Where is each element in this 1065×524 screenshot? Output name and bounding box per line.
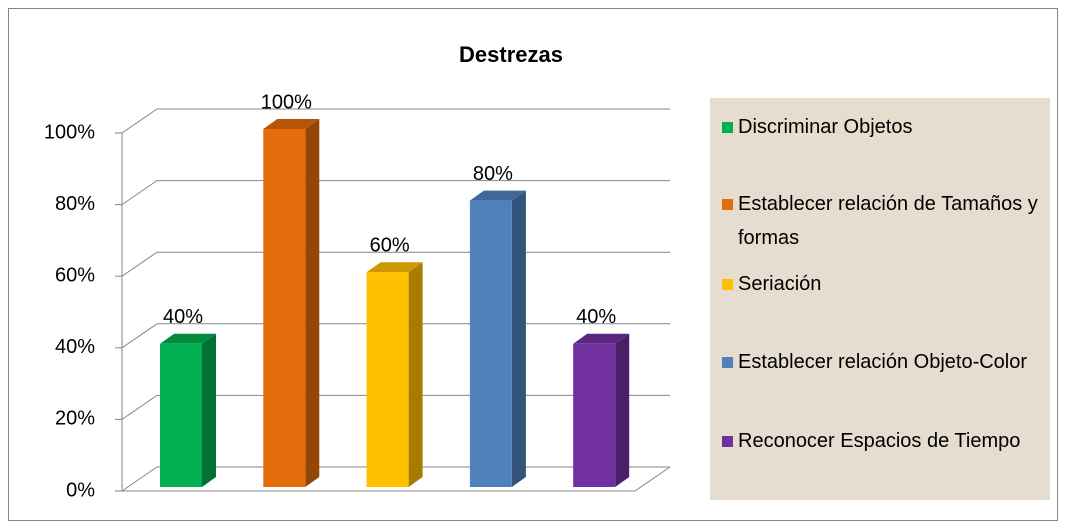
bar-side (408, 262, 423, 487)
legend-label: Reconocer Espacios de Tiempo (738, 430, 1021, 452)
bar (366, 272, 409, 487)
legend: Discriminar Objetos Establecer relación d… (710, 98, 1050, 500)
bar (573, 343, 616, 487)
bar-side (305, 119, 320, 487)
bar (469, 200, 512, 487)
bar-side (511, 190, 526, 487)
grid-line (121, 180, 670, 206)
value-label: 40% (576, 306, 616, 328)
bar (160, 343, 202, 487)
bar-top (573, 333, 630, 344)
legend-label: Establecer relación Objeto-Color (738, 351, 1028, 373)
bar-side (615, 333, 630, 487)
bar-top (160, 333, 216, 344)
legend-swatch (722, 199, 733, 210)
legend-entry: Establecer relación de Tamaños y formas (722, 187, 1042, 255)
grid-line (121, 108, 670, 134)
y-tick-label: 20% (55, 408, 95, 430)
legend-swatch (722, 279, 733, 290)
value-label: 80% (473, 163, 513, 185)
bar-top (366, 262, 423, 273)
legend-label: Establecer relación de Tamaños y formas (738, 193, 1038, 249)
bar-top (263, 119, 320, 129)
y-tick-label: 80% (55, 193, 95, 215)
legend-swatch (722, 122, 733, 133)
legend-entry: Seriación (722, 267, 1042, 301)
legend-entry: Discriminar Objetos (722, 110, 1042, 144)
legend-entry: Establecer relación Objeto-Color (722, 345, 1042, 379)
legend-label: Discriminar Objetos (738, 116, 913, 138)
bar-side (202, 333, 216, 487)
legend-swatch (722, 436, 733, 447)
value-label: 40% (163, 306, 203, 328)
legend-swatch (722, 357, 733, 368)
legend-label: Seriación (738, 273, 822, 295)
y-tick-label: 60% (55, 264, 95, 286)
legend-entry: Reconocer Espacios de Tiempo (722, 424, 1042, 458)
y-tick-label: 40% (55, 336, 95, 358)
chart-title: Destrezas (459, 42, 563, 67)
value-label: 100% (261, 91, 312, 113)
bar-top (469, 190, 526, 201)
y-tick-label: 0% (66, 479, 95, 501)
value-label: 60% (370, 234, 410, 256)
bar (263, 129, 306, 487)
y-tick-label: 100% (44, 121, 95, 143)
floor-edge (122, 466, 671, 492)
